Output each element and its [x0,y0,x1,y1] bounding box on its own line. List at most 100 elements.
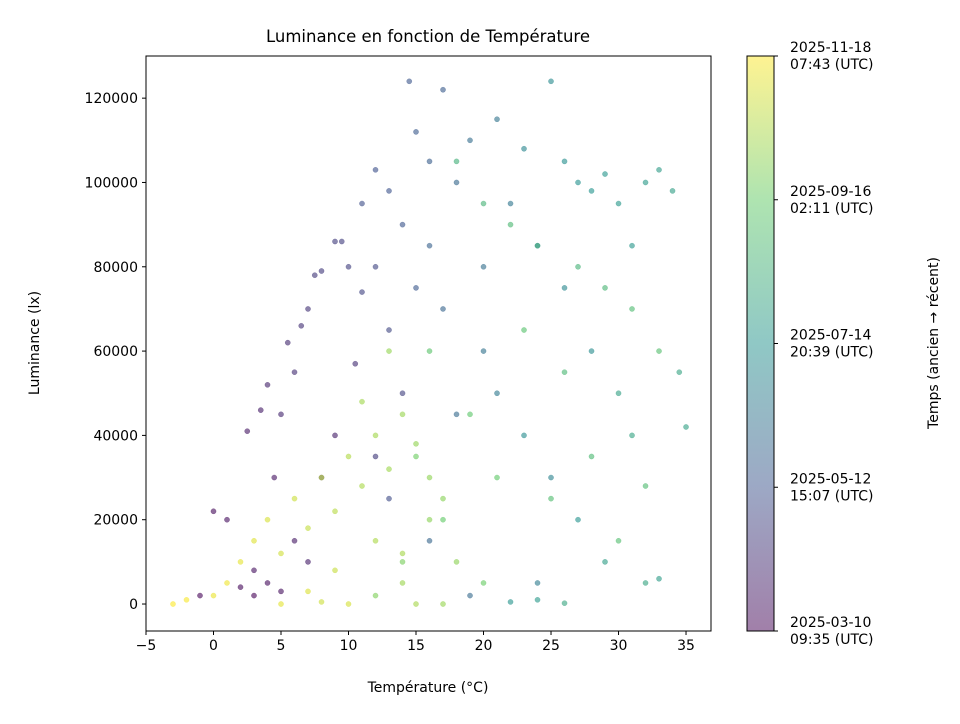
data-point [386,495,392,502]
data-point [298,322,305,329]
data-point [359,289,365,295]
data-point [305,559,311,565]
data-point [656,166,662,173]
data-point [352,360,359,367]
data-point [453,411,460,418]
data-point [291,537,298,544]
x-tick-label: 30 [610,638,628,654]
data-point [440,601,446,607]
data-point [494,116,500,123]
data-point [467,137,473,144]
y-tick-label: 0 [129,597,138,613]
data-point [656,575,662,582]
data-point [338,238,345,245]
data-point [372,592,379,599]
data-point [676,369,683,376]
data-point [480,348,487,354]
data-point [656,348,662,354]
x-tick-label: 0 [209,638,218,654]
data-point [440,306,446,312]
data-point [359,483,365,489]
data-point [548,495,554,502]
x-tick-label: −5 [136,638,157,654]
x-tick-label: 20 [475,638,493,654]
data-point [399,559,406,565]
data-point [372,537,379,544]
data-point [548,78,554,85]
data-point [264,580,271,586]
data-point [602,171,608,177]
plot-frame [145,55,712,632]
y-axis: 0 20000 40000 60000 80000 100000 120000 [85,91,146,613]
data-point [224,580,230,586]
colorbar [747,56,774,631]
data-point [642,179,649,186]
data-point [345,263,352,270]
data-point [345,601,352,607]
data-point [386,466,392,472]
data-point [413,601,419,607]
data-point [521,327,527,333]
data-point [345,453,352,460]
data-point [210,592,217,599]
x-tick-label: 15 [407,638,425,654]
data-point [629,432,635,439]
data-point [602,285,608,291]
data-point [453,179,460,186]
data-point [426,348,433,354]
data-point [386,188,392,194]
data-point [629,242,635,249]
data-point [615,537,622,544]
data-point [372,263,379,270]
data-point [210,508,217,515]
data-point [642,580,649,586]
data-point [264,516,271,523]
data-point [521,145,527,152]
data-point [183,596,190,603]
x-tick-label: 25 [542,638,560,654]
data-point [257,407,264,413]
data-point [683,424,689,430]
data-point [251,537,257,544]
data-point [278,588,284,595]
data-point [642,483,649,489]
data-point [332,238,338,245]
y-tick-label: 120000 [85,91,138,107]
data-point [359,200,365,207]
x-axis: −5 0 5 10 15 20 25 30 35 [136,631,695,654]
data-point [467,411,473,418]
data-point [426,158,433,165]
data-point [494,474,500,481]
data-point [588,453,595,460]
data-point [359,398,365,405]
data-point [440,495,446,502]
data-point [264,381,271,388]
data-point [278,411,284,418]
colorbar-tick-label: 2025-09-16 02:11 (UTC) [790,184,873,217]
data-point [399,390,406,397]
data-point [399,580,406,586]
data-point [467,592,473,599]
colorbar-tick-label: 2025-05-12 15:07 (UTC) [790,471,873,504]
data-point [453,559,460,565]
data-point [386,327,392,333]
data-point [534,596,541,603]
data-point [426,242,433,249]
chart-title: Luminance en fonction de Température [266,27,590,46]
data-point [251,567,257,574]
data-point [453,158,460,165]
data-point [332,567,338,574]
data-point [251,592,257,599]
data-point [588,188,595,194]
colorbar-tick-label: 2025-11-18 07:43 (UTC) [790,40,873,73]
data-point [575,263,581,270]
data-point [480,263,487,270]
data-point [413,440,419,447]
x-tick-label: 35 [677,638,695,654]
data-point [426,516,433,523]
data-point [413,129,419,135]
data-point [615,390,622,397]
data-point [305,306,311,312]
data-point [588,348,595,354]
